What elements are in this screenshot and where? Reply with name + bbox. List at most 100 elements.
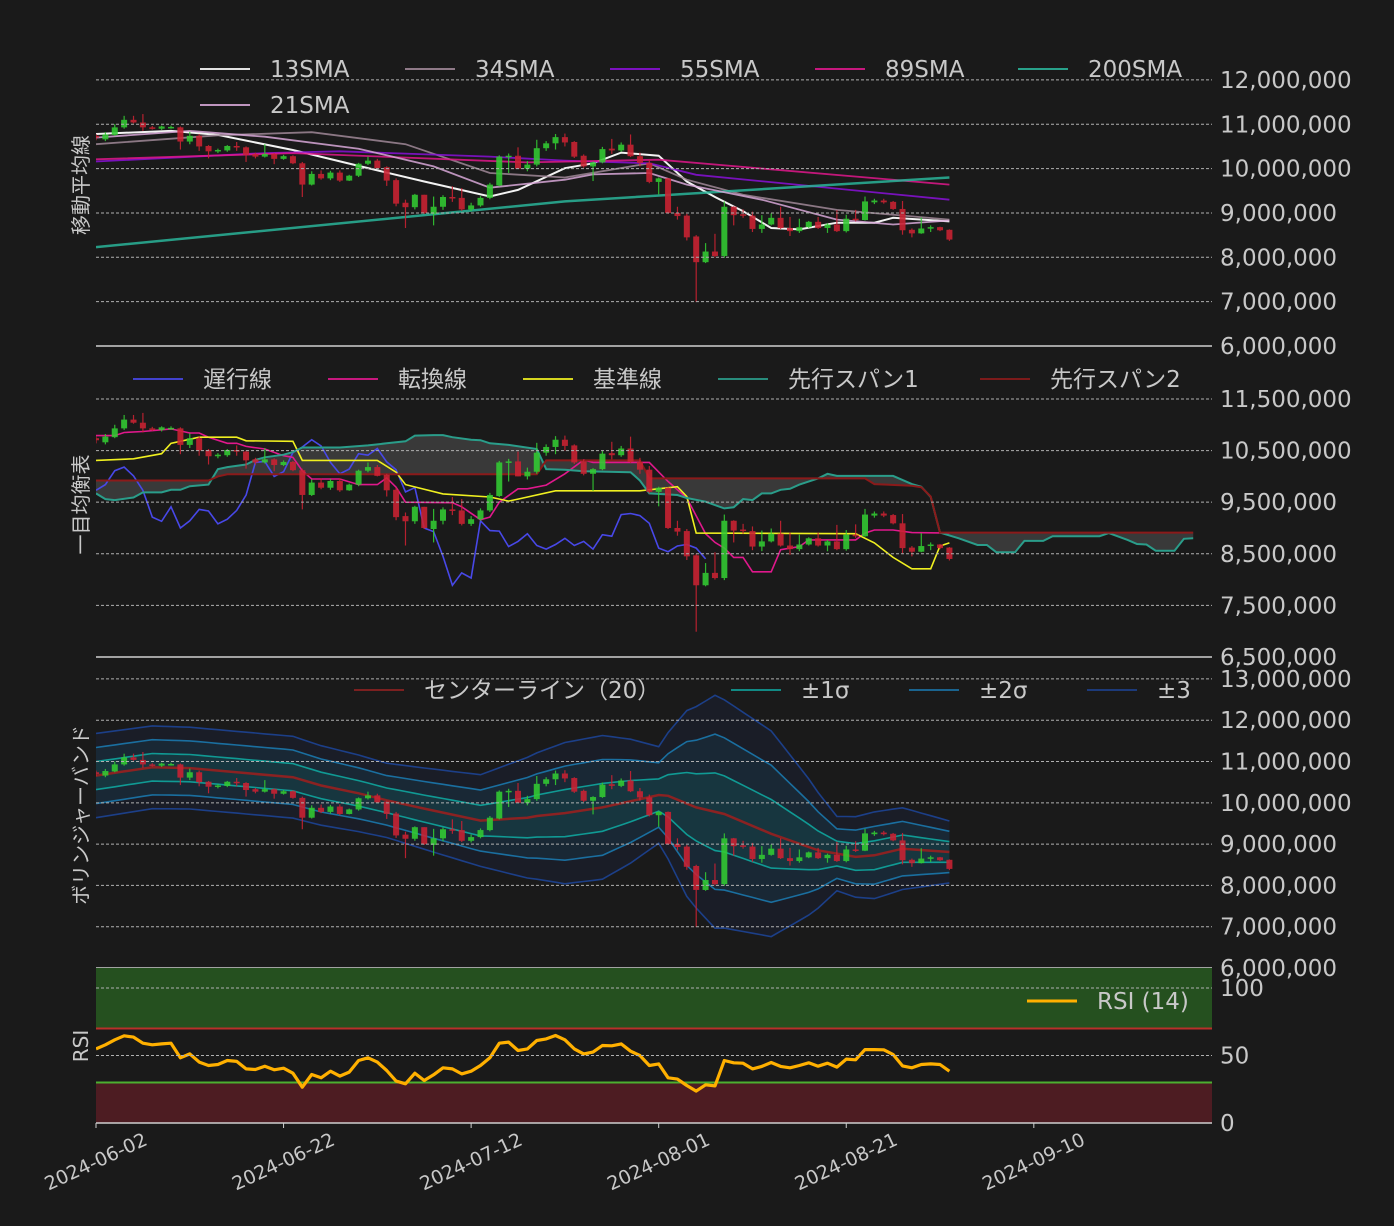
- candle: [852, 524, 859, 538]
- panel-bollinger: 6,000,000 7,000,000 8,000,000 9,000,000 10,0…: [69, 667, 1352, 982]
- legend-item: 55SMA: [610, 57, 760, 83]
- candle: [636, 457, 643, 474]
- candle: [937, 226, 944, 232]
- candle-body: [205, 781, 212, 787]
- sma-line-200sma: [96, 176, 950, 249]
- candle: [177, 427, 184, 455]
- y-tick-label: 11,000,000: [1220, 112, 1352, 138]
- candle-body: [252, 459, 259, 463]
- candle-body: [496, 462, 503, 496]
- candle: [96, 134, 99, 141]
- candle-body: [646, 797, 653, 816]
- candle: [777, 520, 784, 547]
- upper-band-3sigma: [96, 694, 950, 822]
- candle: [599, 146, 606, 164]
- candle: [918, 533, 925, 553]
- candle-body: [543, 143, 550, 149]
- candle: [880, 830, 887, 836]
- candle-body: [439, 196, 446, 207]
- candle: [327, 170, 334, 181]
- y-tick-label: 8,000,000: [1220, 873, 1337, 899]
- y-tick-label: 6,000,000: [1220, 956, 1337, 982]
- candle-body: [899, 208, 906, 231]
- y-tick-label: 10,000,000: [1220, 157, 1352, 183]
- candle: [946, 859, 953, 871]
- panel-rsi: 0 50 100 RSI (14) RSI: [69, 968, 1264, 1137]
- candle-body: [711, 880, 718, 885]
- candle-body: [327, 806, 334, 812]
- candle: [590, 468, 597, 491]
- candle: [674, 520, 681, 536]
- y-axis-label: 一目均衡表: [69, 455, 93, 555]
- candle-body: [327, 172, 334, 179]
- candle-body: [168, 126, 175, 129]
- candle-body: [796, 857, 803, 862]
- candle: [149, 126, 156, 130]
- candle: [102, 132, 109, 142]
- candle: [374, 465, 381, 477]
- candle-body: [655, 178, 662, 182]
- candle: [430, 508, 437, 543]
- candle-body: [149, 428, 156, 430]
- candle: [749, 526, 756, 551]
- candle: [655, 486, 662, 507]
- candle-body: [96, 438, 99, 441]
- legend-item: センターライン（20）: [354, 678, 660, 704]
- candle: [927, 542, 934, 551]
- candle: [214, 453, 221, 459]
- candle-body: [946, 229, 953, 240]
- candle-body: [449, 196, 456, 199]
- candle-body: [468, 519, 475, 524]
- y-tick-label: 10,500,000: [1220, 439, 1352, 465]
- candle: [449, 497, 456, 516]
- candle-body: [674, 212, 681, 217]
- candle-body: [890, 833, 897, 841]
- candle: [496, 155, 503, 187]
- legend-item: 21SMA: [200, 93, 350, 119]
- candle: [111, 124, 118, 136]
- candle: [571, 444, 578, 464]
- candle: [730, 520, 737, 543]
- candle-body: [111, 764, 118, 772]
- candle: [786, 216, 793, 237]
- candle-body: [618, 780, 625, 786]
- candle: [843, 845, 850, 863]
- y-axis-label: RSI: [69, 1030, 93, 1063]
- plot-area-bollinger: [96, 694, 953, 938]
- candle: [758, 846, 765, 863]
- candle: [927, 225, 934, 233]
- candle: [711, 552, 718, 580]
- candle: [618, 445, 625, 457]
- candle-body: [177, 127, 184, 142]
- candle: [749, 211, 756, 233]
- candle: [402, 831, 409, 859]
- candle-body: [411, 506, 418, 522]
- candle-body: [768, 848, 775, 855]
- candle: [805, 851, 812, 859]
- candle: [252, 457, 259, 465]
- candle-body: [196, 438, 203, 451]
- candle: [646, 466, 653, 494]
- candle: [937, 543, 944, 550]
- candle-body: [355, 163, 362, 176]
- sma-line-34sma: [96, 131, 950, 221]
- y-tick-label: 12,000,000: [1220, 68, 1352, 94]
- candle: [890, 832, 897, 842]
- candle: [243, 782, 250, 797]
- candle: [786, 532, 793, 555]
- candle-body: [674, 844, 681, 848]
- overbought-zone: [96, 968, 1212, 1029]
- legend-label: 34SMA: [475, 57, 555, 83]
- candle-body: [421, 506, 428, 528]
- candle-body: [430, 838, 437, 845]
- candle-body: [740, 529, 747, 532]
- candle-body: [927, 857, 934, 859]
- legend-item: ±1σ: [731, 678, 849, 704]
- candle: [730, 206, 737, 226]
- candle: [599, 782, 606, 798]
- candle-body: [505, 461, 512, 463]
- y-tick-label: 13,000,000: [1220, 667, 1352, 693]
- legend-bollinger: センターライン（20） ±1σ ±2σ ±3: [354, 678, 1191, 704]
- candle: [468, 202, 475, 212]
- candle-body: [693, 555, 700, 586]
